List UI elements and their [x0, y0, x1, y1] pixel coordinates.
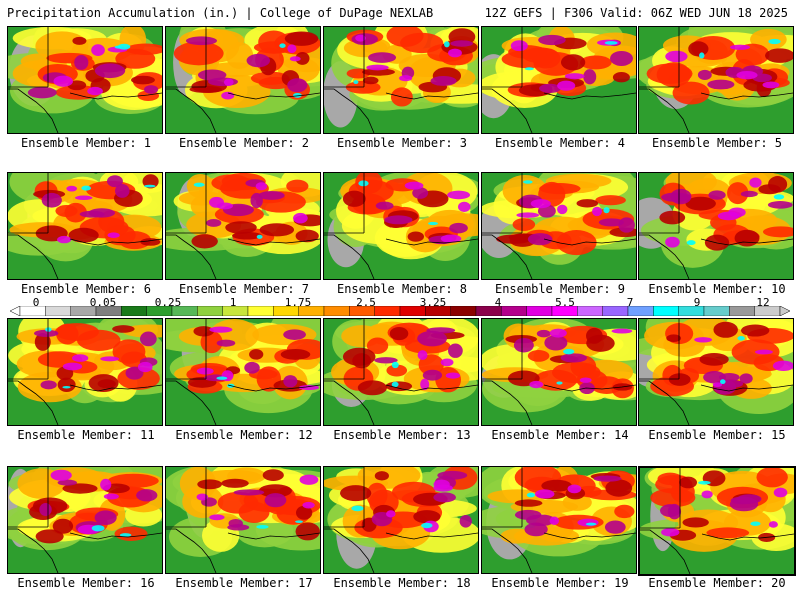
ensemble-member-label: Ensemble Member: 19: [491, 576, 629, 590]
ensemble-member-label: Ensemble Member: 8: [336, 282, 468, 296]
ensemble-member-label: Ensemble Member: 5: [651, 136, 783, 150]
ensemble-member-label: Ensemble Member: 11: [17, 428, 155, 442]
run-valid-time: 12Z GEFS | F306 Valid: 06Z WED JUN 18 20…: [484, 6, 788, 20]
ensemble-map-4[interactable]: [481, 26, 637, 134]
colorbar-tick-label: 0.25: [154, 296, 182, 309]
ensemble-map-11[interactable]: [7, 318, 163, 426]
ensemble-map-2[interactable]: [165, 26, 321, 134]
ensemble-member-label: Ensemble Member: 6: [20, 282, 152, 296]
ensemble-map-6[interactable]: [7, 172, 163, 280]
ensemble-map-17[interactable]: [165, 466, 321, 574]
colorbar-min-arrow: [10, 306, 21, 316]
ensemble-map-16[interactable]: [7, 466, 163, 574]
ensemble-member-label: Ensemble Member: 13: [333, 428, 471, 442]
ensemble-map-3[interactable]: [323, 26, 479, 134]
page-title: Precipitation Accumulation (in.) | Colle…: [7, 6, 434, 20]
colorbar-segment: [323, 306, 350, 316]
colorbar-tick-label: 0: [32, 296, 40, 309]
colorbar-segment: [374, 306, 401, 316]
ensemble-member-label: Ensemble Member: 2: [178, 136, 310, 150]
ensemble-map-18[interactable]: [323, 466, 479, 574]
colorbar-segment: [729, 306, 755, 316]
colorbar-tick-label: 1: [229, 296, 237, 309]
ensemble-map-12[interactable]: [165, 318, 321, 426]
ensemble-map-1[interactable]: [7, 26, 163, 134]
ensemble-map-15[interactable]: [638, 318, 794, 426]
ensemble-member-label: Ensemble Member: 1: [20, 136, 152, 150]
ensemble-member-label: Ensemble Member: 12: [175, 428, 313, 442]
ensemble-map-19[interactable]: [481, 466, 637, 574]
colorbar-tick-label: 3.25: [419, 296, 447, 309]
ensemble-member-label: Ensemble Member: 9: [494, 282, 626, 296]
ensemble-member-label: Ensemble Member: 16: [17, 576, 155, 590]
ensemble-member-label: Ensemble Member: 18: [333, 576, 471, 590]
ensemble-member-label: Ensemble Member: 3: [336, 136, 468, 150]
ensemble-map-13[interactable]: [323, 318, 479, 426]
colorbar-segment: [653, 306, 679, 316]
colorbar-segment: [450, 306, 477, 316]
colorbar-segment: [577, 306, 603, 316]
ensemble-member-label: Ensemble Member: 7: [178, 282, 310, 296]
precip-colorbar: [10, 306, 790, 316]
colorbar-segment: [45, 306, 71, 316]
colorbar-tick-label: 12: [756, 296, 770, 309]
ensemble-member-label: Ensemble Member: 17: [175, 576, 313, 590]
colorbar-segment: [247, 306, 274, 316]
colorbar-tick-label: 4: [494, 296, 502, 309]
colorbar-tick-label: 0.05: [89, 296, 117, 309]
colorbar-tick-label: 2.5: [356, 296, 376, 309]
colorbar-segment: [197, 306, 223, 316]
colorbar-tick-label: 5.5: [555, 296, 575, 309]
ensemble-member-label: Ensemble Member: 10: [648, 282, 786, 296]
colorbar-segment: [703, 306, 730, 316]
colorbar-segment: [121, 306, 147, 316]
ensemble-map-7[interactable]: [165, 172, 321, 280]
ensemble-map-5[interactable]: [638, 26, 794, 134]
colorbar-segment: [526, 306, 553, 316]
ensemble-member-label: Ensemble Member: 20: [648, 576, 786, 590]
colorbar-tick-label: 9: [693, 296, 701, 309]
colorbar-segment: [602, 306, 629, 316]
colorbar-segment: [501, 306, 527, 316]
colorbar-tick-label: 7: [626, 296, 634, 309]
ensemble-map-14[interactable]: [481, 318, 637, 426]
ensemble-map-8[interactable]: [323, 172, 479, 280]
ensemble-map-20[interactable]: [638, 466, 796, 576]
ensemble-member-label: Ensemble Member: 4: [494, 136, 626, 150]
colorbar-max-arrow: [779, 306, 790, 316]
colorbar-tick-label: 1.75: [284, 296, 312, 309]
ensemble-map-10[interactable]: [638, 172, 794, 280]
ensemble-map-9[interactable]: [481, 172, 637, 280]
ensemble-member-label: Ensemble Member: 14: [491, 428, 629, 442]
ensemble-member-label: Ensemble Member: 15: [648, 428, 786, 442]
